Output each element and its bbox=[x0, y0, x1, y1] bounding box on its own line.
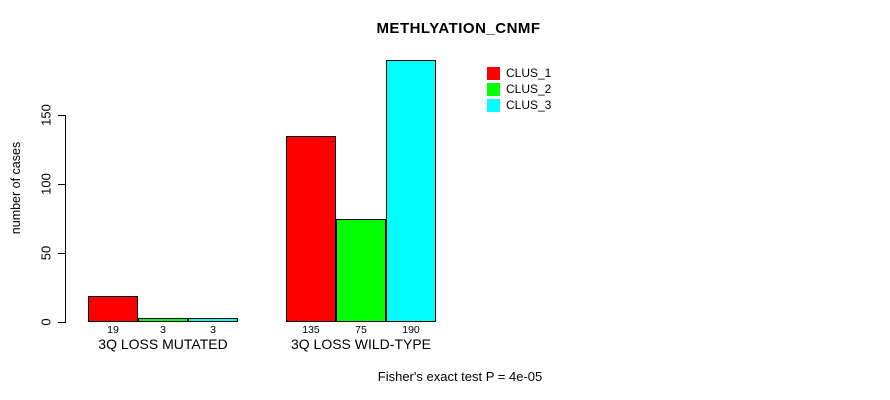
x-category-label: 3Q LOSS MUTATED bbox=[98, 336, 228, 352]
y-axis-line bbox=[65, 115, 66, 323]
y-axis-tick bbox=[58, 115, 65, 116]
legend-color-swatch-icon bbox=[487, 82, 500, 96]
bar-clus_3 bbox=[386, 60, 436, 322]
y-axis-title: number of cases bbox=[9, 141, 23, 235]
bar-value-label: 75 bbox=[355, 324, 367, 336]
bar-value-label: 3 bbox=[160, 324, 166, 336]
bar-value-label: 135 bbox=[302, 324, 320, 336]
y-axis-tick-label: 50 bbox=[38, 245, 54, 261]
bar-value-label: 19 bbox=[107, 324, 119, 336]
bar-clus_3 bbox=[188, 318, 238, 322]
y-axis-tick bbox=[58, 184, 65, 185]
x-category-label: 3Q LOSS WILD-TYPE bbox=[290, 336, 432, 352]
bar-clus_2 bbox=[336, 219, 386, 322]
bar-clus_1 bbox=[88, 296, 138, 322]
bar-value-label: 190 bbox=[402, 324, 420, 336]
y-axis-tick-label: 150 bbox=[38, 104, 54, 126]
y-axis-tick bbox=[58, 253, 65, 254]
legend-item: CLUS_3 bbox=[487, 98, 551, 112]
bar-value-label: 3 bbox=[210, 324, 216, 336]
y-axis-tick-label: 100 bbox=[38, 173, 54, 195]
y-axis-tick-label: 0 bbox=[38, 318, 54, 326]
chart-title: METHLYATION_CNMF bbox=[376, 20, 541, 37]
legend-item-label: CLUS_3 bbox=[506, 98, 552, 112]
y-axis-tick bbox=[58, 322, 65, 323]
legend-item-label: CLUS_2 bbox=[506, 82, 552, 96]
legend-color-swatch-icon bbox=[487, 66, 500, 80]
annotation-fisher-test: Fisher's exact test P = 4e-05 bbox=[377, 369, 543, 384]
legend-item: CLUS_1 bbox=[487, 66, 551, 80]
legend-item: CLUS_2 bbox=[487, 82, 551, 96]
legend-item-label: CLUS_1 bbox=[506, 66, 552, 80]
legend-color-swatch-icon bbox=[487, 98, 500, 112]
bar-clus_1 bbox=[286, 136, 336, 322]
bar-clus_2 bbox=[138, 318, 188, 322]
